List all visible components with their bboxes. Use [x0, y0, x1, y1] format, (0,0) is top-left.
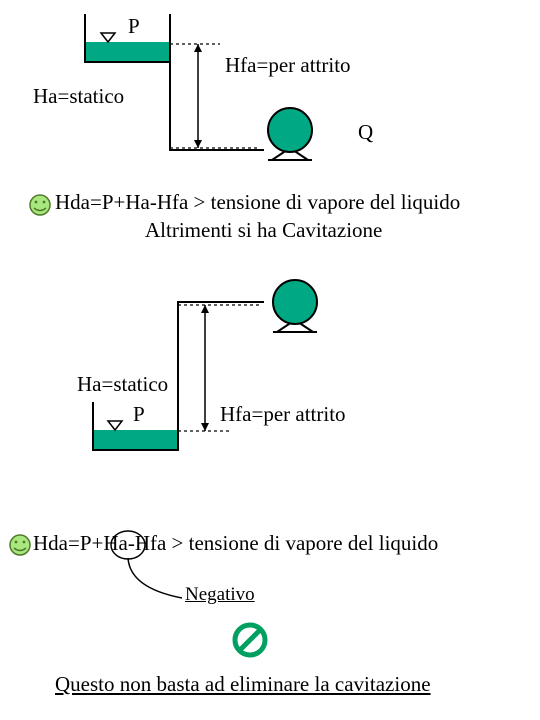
block1-line1: Hda=P+Ha-Hfa > tensione di vapore del li…	[55, 190, 460, 215]
forbidden-slash	[239, 629, 261, 651]
fig2-Ha-label: Ha=statico	[77, 372, 168, 397]
fig1-h-arrow-bot	[194, 140, 202, 148]
fig1-pump	[268, 108, 312, 152]
fig1-Q-label: Q	[358, 120, 373, 145]
fig1-Ha-label: Ha=statico	[33, 84, 124, 109]
smiley-2	[10, 535, 30, 555]
fig2-liquid	[94, 430, 177, 449]
fig1-h-arrow-top	[194, 44, 202, 52]
fig1-pipe	[170, 14, 264, 150]
neg-text: Negativo	[185, 584, 255, 606]
fig2-P-label: P	[133, 402, 145, 427]
fig2-h-arrow-top	[201, 305, 209, 313]
block1-line2: Altrimenti si ha Cavitazione	[145, 218, 382, 243]
final-line: Questo non basta ad eliminare la cavitaz…	[55, 672, 431, 697]
fig2-pipe	[178, 302, 264, 402]
fig2-Hfa-label: Hfa=per attrito	[220, 402, 346, 427]
neg-connector	[128, 558, 182, 598]
fig2-pump	[273, 280, 317, 324]
block2-line: Hda=P+Ha-Hfa > tensione di vapore del li…	[33, 531, 438, 556]
fig1-liquid	[86, 42, 169, 61]
smiley-1	[30, 195, 50, 215]
fig2-level-triangle	[108, 421, 122, 430]
fig2-h-arrow-bot	[201, 423, 209, 431]
diagram-page: P Ha=statico Hfa=per attrito Q Hda=P+Ha-…	[0, 0, 540, 720]
fig1-level-triangle	[101, 33, 115, 42]
fig1-P-label: P	[128, 14, 140, 39]
fig1-Hfa-label: Hfa=per attrito	[225, 53, 351, 78]
